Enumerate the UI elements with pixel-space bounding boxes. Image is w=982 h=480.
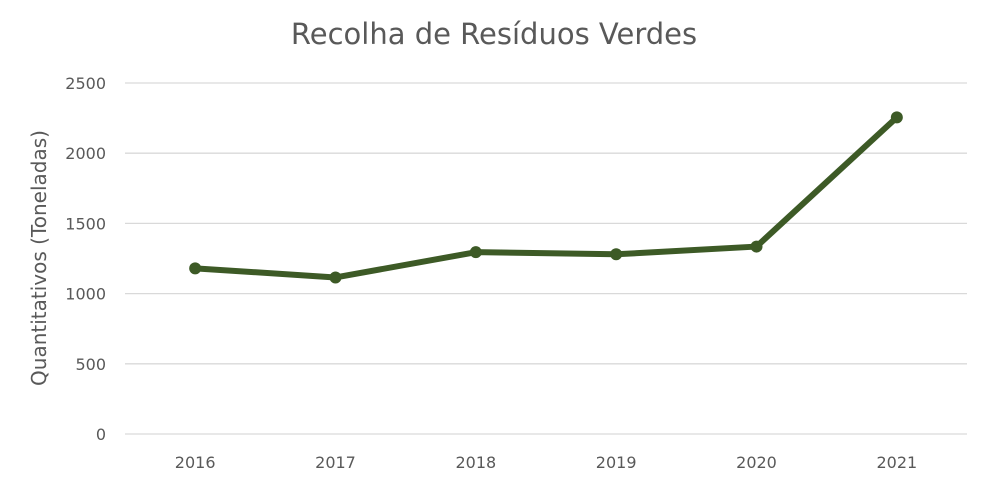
y-tick-label: 1500 <box>65 214 106 233</box>
x-tick-label: 2021 <box>876 453 917 472</box>
y-axis-ticks: 0 500 1000 1500 2000 2500 <box>65 74 106 444</box>
data-point <box>469 246 482 259</box>
x-axis-ticks: 2016 2017 2018 2019 2020 2021 <box>175 453 917 472</box>
x-tick-label: 2016 <box>175 453 216 472</box>
data-point <box>610 248 623 261</box>
y-axis-label: Quantitativos (Toneladas) <box>27 130 51 386</box>
gridlines <box>125 82 967 435</box>
x-tick-label: 2019 <box>596 453 637 472</box>
y-tick-label: 0 <box>96 425 106 444</box>
data-point <box>329 271 342 284</box>
series-group <box>189 111 903 284</box>
chart-title: Recolha de Resíduos Verdes <box>291 17 697 51</box>
data-point <box>750 240 763 253</box>
x-tick-label: 2020 <box>736 453 777 472</box>
data-point <box>189 262 202 275</box>
x-tick-label: 2018 <box>455 453 496 472</box>
y-tick-label: 2000 <box>65 144 106 163</box>
y-tick-label: 1000 <box>65 285 106 304</box>
y-tick-label: 2500 <box>65 74 106 93</box>
series-line <box>192 114 900 281</box>
y-tick-label: 500 <box>75 355 106 374</box>
x-tick-label: 2017 <box>315 453 356 472</box>
data-point <box>890 111 903 124</box>
